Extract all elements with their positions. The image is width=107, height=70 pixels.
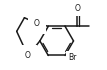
Text: O: O — [75, 4, 81, 13]
Text: O: O — [34, 19, 40, 28]
Text: Br: Br — [68, 53, 77, 62]
Text: O: O — [25, 51, 31, 60]
